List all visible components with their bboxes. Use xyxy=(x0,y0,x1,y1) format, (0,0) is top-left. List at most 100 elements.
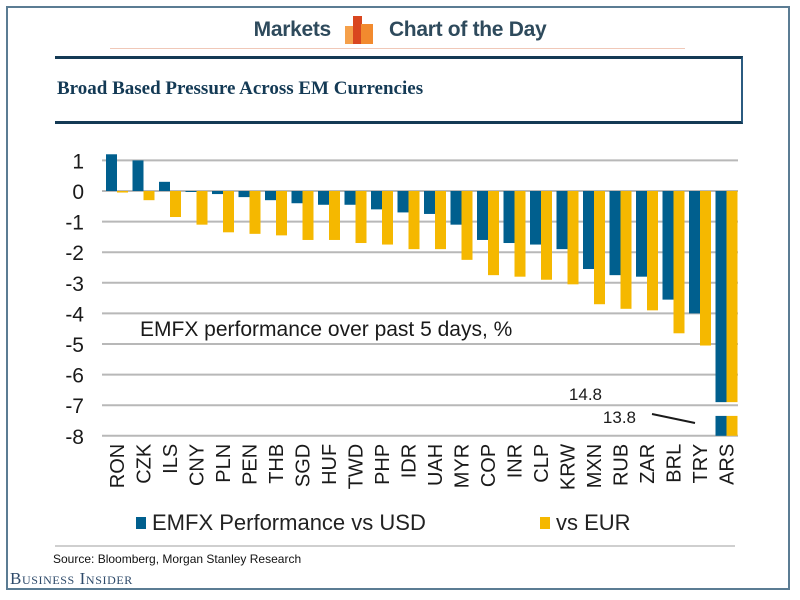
x-tick-label: TWD xyxy=(346,444,368,490)
legend-label-eur: vs EUR xyxy=(556,510,631,535)
bar-usd-ars xyxy=(715,191,727,403)
x-tick-label: IDR xyxy=(399,444,421,478)
legend-divider xyxy=(55,545,735,547)
y-tick-label: 0 xyxy=(72,181,84,204)
x-tick-label: ILS xyxy=(160,444,182,474)
x-tick-label: RUB xyxy=(611,444,633,486)
bar-eur-cop xyxy=(488,191,499,276)
x-tick-label: THB xyxy=(266,444,288,484)
bar-usd-myr xyxy=(450,191,462,225)
x-tick-label: INR xyxy=(505,444,527,478)
x-tick-label: ZAR xyxy=(637,444,659,484)
y-axis-ticks: 1 0 -1 -2 -3 -4 -5 -6 -7 -8 xyxy=(65,150,84,448)
bar-usd-cop xyxy=(477,191,488,240)
x-tick-label: CLP xyxy=(531,444,553,483)
y-tick-label: -4 xyxy=(65,303,84,326)
x-tick-label: UAH xyxy=(425,444,447,486)
bar-eur-clp xyxy=(541,191,552,280)
break-label-pointer xyxy=(651,413,696,424)
bars xyxy=(106,154,738,436)
break-label-eur: 13.8 xyxy=(603,408,636,427)
brand-logo: Business Insider xyxy=(10,569,133,588)
x-tick-label: CZK xyxy=(134,443,156,484)
legend-item-usd: EMFX Performance vs USD xyxy=(136,510,426,536)
x-tick-label: PLN xyxy=(213,444,235,483)
source-note: Source: Bloomberg, Morgan Stanley Resear… xyxy=(53,552,302,566)
x-tick-label: PEN xyxy=(240,444,262,485)
bar-usd-sgd xyxy=(291,191,303,204)
chart-frame xyxy=(6,6,790,590)
bar-eur-zar xyxy=(647,191,658,311)
x-tick-label: TRY xyxy=(690,444,712,484)
bar-usd-zar xyxy=(636,191,647,277)
chart-annotation: EMFX performance over past 5 days, % xyxy=(140,318,512,341)
bar-eur-pln xyxy=(223,191,234,233)
bar-chart-logo-icon xyxy=(344,16,375,44)
x-tick-label: ARS xyxy=(717,444,739,485)
bar-usd-ars-break-segment xyxy=(715,415,727,436)
bar-eur-php xyxy=(382,191,393,245)
bar-eur-czk xyxy=(143,191,155,201)
legend-swatch-usd xyxy=(136,517,146,529)
bar-usd-ils xyxy=(159,181,170,191)
legend: EMFX Performance vs USD vs EUR xyxy=(0,510,800,540)
x-tick-label: PHP xyxy=(372,444,394,485)
bar-usd-twd xyxy=(344,191,356,205)
x-axis-labels: RON CZK ILS CNY PLN PEN THB SGD HUF TWD PHP IDR UAH M… xyxy=(107,443,739,490)
bar-eur-twd xyxy=(355,191,367,244)
bar-eur-uah xyxy=(435,191,446,250)
bar-usd-thb xyxy=(265,191,276,201)
bar-eur-myr xyxy=(461,191,473,260)
y-tick-label: -2 xyxy=(65,242,84,265)
bar-eur-inr xyxy=(514,191,526,277)
x-tick-label: HUF xyxy=(319,444,341,485)
bar-usd-ron xyxy=(106,154,117,191)
bar-usd-idr xyxy=(397,191,409,213)
bar-eur-ron xyxy=(117,191,128,193)
y-tick-label: -5 xyxy=(65,334,84,357)
x-tick-label: BRL xyxy=(664,444,686,483)
header-chart-of-day-label: Chart of the Day xyxy=(388,18,547,41)
y-tick-label: -7 xyxy=(65,395,84,418)
bar-eur-idr xyxy=(408,191,420,250)
legend-item-eur: vs EUR xyxy=(540,510,631,536)
bar-usd-czk xyxy=(132,160,144,191)
gridlines xyxy=(102,159,738,437)
header: Markets Chart of the Day xyxy=(0,12,800,48)
break-label-usd: 14.8 xyxy=(569,385,602,404)
legend-swatch-eur xyxy=(540,517,550,529)
bar-eur-try xyxy=(700,191,711,346)
bar-usd-php xyxy=(371,191,382,210)
bar-usd-try xyxy=(689,191,700,314)
x-tick-label: MXN xyxy=(584,444,606,488)
bar-usd-krw xyxy=(556,191,568,250)
x-tick-label: KRW xyxy=(558,444,580,490)
bar-usd-rub xyxy=(609,191,621,276)
y-tick-label: -6 xyxy=(65,365,84,388)
x-tick-label: CNY xyxy=(187,444,209,486)
y-tick-label: 1 xyxy=(72,150,84,173)
bar-usd-cny xyxy=(185,191,197,192)
chart-title: Broad Based Pressure Across EM Currencie… xyxy=(57,78,424,99)
x-tick-label: SGD xyxy=(293,444,315,487)
bar-usd-brl xyxy=(662,191,674,300)
bar-usd-huf xyxy=(318,191,329,205)
bar-eur-pen xyxy=(249,191,261,234)
bar-usd-inr xyxy=(503,191,515,244)
legend-label-usd: EMFX Performance vs USD xyxy=(152,510,426,535)
x-tick-label: COP xyxy=(478,444,500,487)
bar-usd-pln xyxy=(212,191,223,195)
bar-eur-rub xyxy=(620,191,632,309)
header-divider xyxy=(110,48,685,49)
bar-eur-cny xyxy=(196,191,208,225)
bar-eur-krw xyxy=(567,191,579,285)
header-markets-label: Markets xyxy=(253,18,332,41)
bar-eur-ars-break-segment xyxy=(726,415,738,436)
y-tick-label: -8 xyxy=(65,426,84,449)
bar-usd-clp xyxy=(530,191,541,245)
y-tick-label: -3 xyxy=(65,273,84,296)
bar-eur-thb xyxy=(276,191,287,236)
bar-usd-uah xyxy=(424,191,435,214)
bar-eur-sgd xyxy=(302,191,314,240)
